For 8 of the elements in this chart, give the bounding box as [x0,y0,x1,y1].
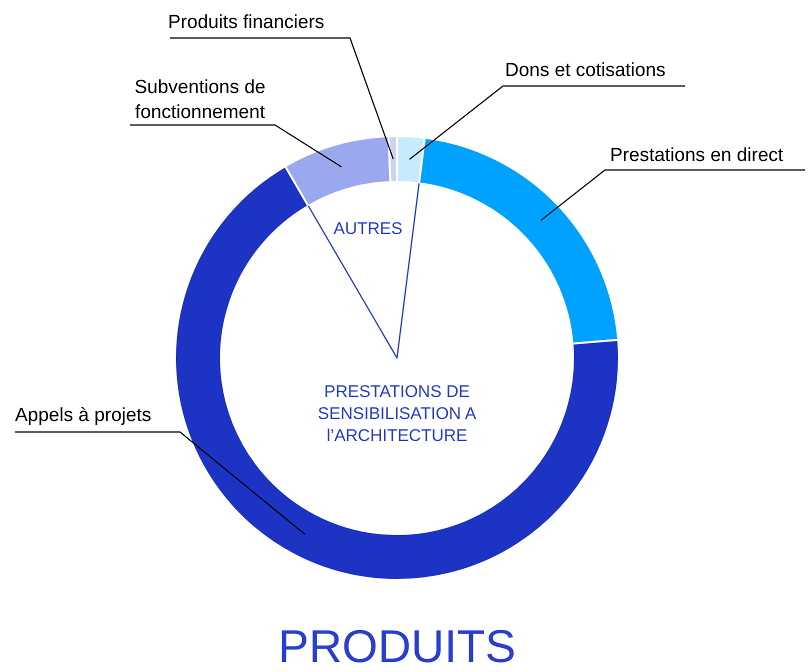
text: AUTRES [334,219,402,238]
slice-label: Subventions de fonctionnement [134,77,266,123]
slice-label: Dons et cotisations [505,60,666,81]
slice-label: Prestations en direct [610,145,784,166]
text: PRESTATIONS DE SENSIBILISATION A l’ARCHITECTURE [318,382,477,445]
text: PRODUITS [278,620,516,672]
slice-label: Produits financiers [168,12,324,33]
slice-label: Appels à projets [15,405,152,426]
